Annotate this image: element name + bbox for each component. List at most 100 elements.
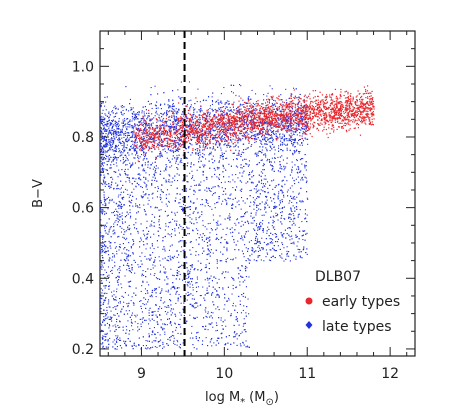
late-type-point xyxy=(104,320,106,322)
late-type-point xyxy=(186,299,188,301)
late-type-point xyxy=(233,120,235,122)
late-type-point xyxy=(103,301,105,303)
late-type-point xyxy=(208,323,210,325)
late-type-point xyxy=(156,346,158,348)
late-type-point xyxy=(123,142,125,144)
late-type-point xyxy=(179,206,181,208)
late-type-point xyxy=(108,130,110,132)
late-type-point xyxy=(136,314,138,316)
late-type-point xyxy=(116,217,118,219)
late-type-point xyxy=(207,279,209,281)
late-type-point xyxy=(257,204,259,206)
late-type-point xyxy=(301,163,303,165)
late-type-point xyxy=(298,123,300,125)
late-type-point xyxy=(136,150,138,152)
late-type-point xyxy=(286,119,288,121)
late-type-point xyxy=(289,119,291,121)
late-type-point xyxy=(275,212,277,214)
late-type-point xyxy=(116,202,118,204)
late-type-point xyxy=(225,157,227,159)
late-type-point xyxy=(232,284,234,286)
late-type-point xyxy=(145,123,147,125)
late-type-point xyxy=(301,144,303,146)
late-type-point xyxy=(230,109,232,111)
late-type-point xyxy=(103,181,105,183)
late-type-point xyxy=(176,339,178,341)
late-type-point xyxy=(209,316,211,318)
late-type-point xyxy=(164,279,166,281)
late-type-point xyxy=(133,119,135,121)
late-type-point xyxy=(211,96,213,98)
late-type-point xyxy=(191,136,193,138)
late-type-point xyxy=(289,239,291,241)
late-type-point xyxy=(273,207,275,209)
late-type-point xyxy=(103,244,105,246)
late-type-point xyxy=(121,252,123,254)
late-type-point xyxy=(197,88,199,90)
late-type-point xyxy=(202,286,204,288)
late-type-point xyxy=(179,312,181,314)
late-type-point xyxy=(305,177,307,179)
late-type-point xyxy=(257,255,259,257)
late-type-point xyxy=(130,140,132,142)
late-type-point xyxy=(167,146,169,148)
late-type-point xyxy=(104,241,106,243)
late-type-point xyxy=(142,141,144,143)
late-type-point xyxy=(101,162,103,164)
late-type-point xyxy=(245,102,247,104)
late-type-point xyxy=(169,150,171,152)
late-type-point xyxy=(114,120,116,122)
late-type-point xyxy=(196,316,198,318)
late-type-point xyxy=(179,97,181,99)
late-type-point xyxy=(300,112,302,114)
late-type-point xyxy=(279,189,281,191)
late-type-point xyxy=(207,311,209,313)
late-type-point xyxy=(104,292,106,294)
late-type-point xyxy=(116,159,118,161)
late-type-point xyxy=(202,224,204,226)
late-type-point xyxy=(241,181,243,183)
late-type-point xyxy=(262,190,264,192)
late-type-point xyxy=(279,119,281,121)
late-type-point xyxy=(211,345,213,347)
late-type-point xyxy=(270,241,272,243)
late-type-point xyxy=(228,130,230,132)
late-type-point xyxy=(178,125,180,127)
late-type-point xyxy=(100,308,102,310)
late-type-point xyxy=(174,141,176,143)
late-type-point xyxy=(127,294,129,296)
late-type-point xyxy=(145,298,147,300)
late-type-point xyxy=(205,158,207,160)
late-type-point xyxy=(139,207,141,209)
late-type-point xyxy=(271,135,273,137)
late-type-point xyxy=(193,202,195,204)
late-type-point xyxy=(198,254,200,256)
late-type-point xyxy=(195,254,197,256)
late-type-point xyxy=(137,147,139,149)
late-type-point xyxy=(116,121,118,123)
late-type-point xyxy=(187,285,189,287)
late-type-point xyxy=(125,181,127,183)
late-type-point xyxy=(184,281,186,283)
late-type-point xyxy=(107,340,109,342)
late-type-point xyxy=(109,148,111,150)
late-type-point xyxy=(280,143,282,145)
late-type-point xyxy=(210,151,212,153)
late-type-point xyxy=(174,128,176,130)
late-type-point xyxy=(144,164,146,166)
late-type-point xyxy=(145,319,147,321)
late-type-point xyxy=(261,237,263,239)
late-type-point xyxy=(176,220,178,222)
late-type-point xyxy=(280,212,282,214)
late-type-point xyxy=(155,277,157,279)
late-type-point xyxy=(110,177,112,179)
late-type-point xyxy=(102,208,104,210)
late-type-point xyxy=(245,340,247,342)
late-type-point xyxy=(174,313,176,315)
late-type-point xyxy=(159,270,161,272)
late-type-point xyxy=(154,265,156,267)
late-type-point xyxy=(116,128,118,130)
late-type-point xyxy=(171,110,173,112)
late-type-point xyxy=(174,343,176,345)
late-type-point xyxy=(204,235,206,237)
